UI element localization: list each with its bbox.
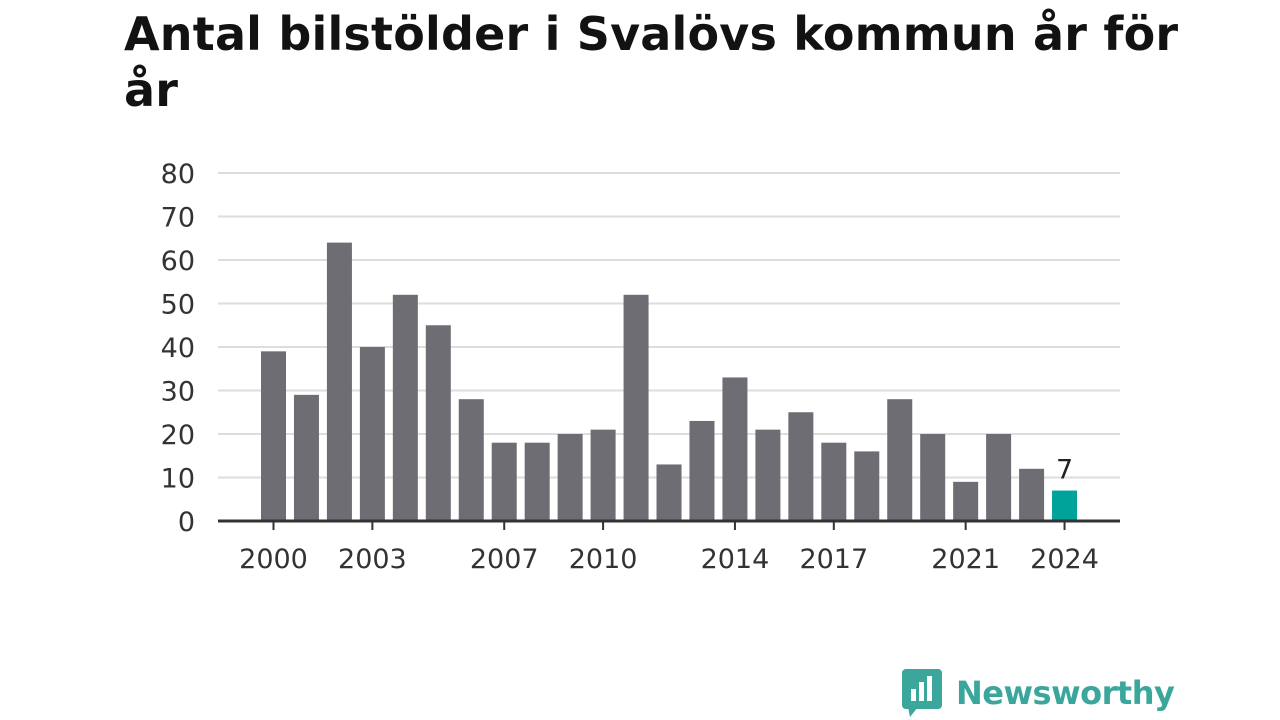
gridlines [218,172,1120,479]
bar-2009 [557,434,583,521]
bar-2013 [689,420,715,521]
x-tick-label: 2003 [338,544,407,575]
y-axis-ticks: 0 10 20 30 40 50 60 70 80 [161,159,195,538]
y-tick-label: 80 [161,159,195,190]
x-tick-label: 2010 [569,544,638,575]
bar-2014 [722,377,748,521]
y-tick-label: 0 [178,507,195,538]
bar-2012 [656,464,682,521]
bar-2008 [524,442,550,521]
bar-2020 [920,434,946,521]
brand-name: Newsworthy [956,674,1175,712]
y-tick-label: 10 [161,464,195,495]
bar-2005 [425,325,451,521]
bars [261,242,1078,521]
bar-2002 [326,242,352,521]
data-labels: 7 [1056,455,1073,486]
bar-2019 [887,399,913,521]
bar-2000 [261,351,286,521]
bar-2016 [788,412,814,521]
x-tick-label: 2014 [701,544,770,575]
y-tick-label: 60 [161,246,195,277]
bar-2010 [590,429,616,521]
bar-2024 [1052,490,1078,521]
bar-2022 [986,434,1012,521]
x-tick-label: 2017 [799,544,868,575]
bar-2001 [293,394,319,521]
bar-2006 [458,399,484,521]
bar-2023 [1019,468,1045,521]
y-tick-label: 30 [161,377,195,408]
x-tick-label: 2024 [1030,544,1099,575]
x-tick-label: 2007 [470,544,539,575]
x-tick-label: 2021 [931,544,1000,575]
bar-2021 [953,481,979,521]
bar-2015 [755,429,781,521]
y-tick-label: 50 [161,290,195,321]
y-tick-label: 40 [161,333,195,364]
bar-2017 [821,442,847,521]
y-tick-label: 20 [161,420,195,451]
bar-2004 [392,294,418,521]
bar-2007 [491,442,517,521]
bar-chart-speech-bubble-icon [902,669,942,717]
bar-2018 [854,451,880,521]
data-label-2024: 7 [1056,455,1073,486]
y-tick-label: 70 [161,203,195,234]
x-tick-label: 2000 [239,544,308,575]
bar-2003 [359,347,385,521]
chart-title: Antal bilstölder i Svalövs kommun år för… [124,7,1179,117]
x-axis-ticks: 2000 2003 2007 2010 2014 2017 2021 2024 [239,521,1099,575]
bar-2011 [623,294,649,521]
brand-logo: Newsworthy [902,668,1175,718]
